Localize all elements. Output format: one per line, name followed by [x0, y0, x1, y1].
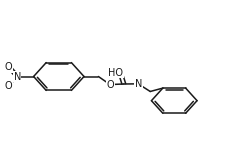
Text: N: N [14, 71, 21, 82]
Text: N: N [135, 79, 142, 89]
Text: O: O [5, 81, 12, 91]
Text: HO: HO [108, 68, 123, 78]
Text: O: O [5, 62, 12, 72]
Text: O: O [107, 80, 114, 90]
